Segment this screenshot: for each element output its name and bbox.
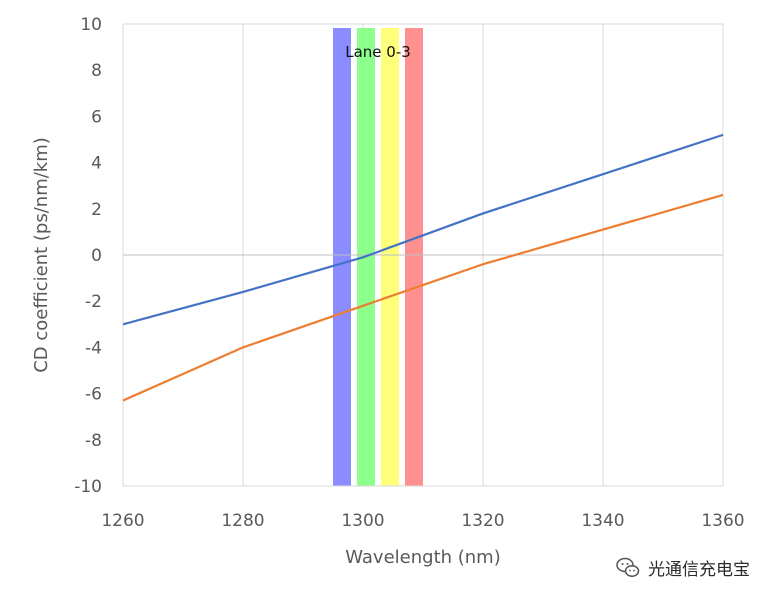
- watermark: 光通信充电宝: [616, 555, 750, 580]
- lane-band-2: [381, 28, 399, 486]
- y-tick-label: 4: [91, 154, 102, 174]
- y-tick-label: -4: [85, 338, 102, 358]
- y-tick-label: 10: [80, 15, 102, 35]
- series-lines: [122, 133, 724, 402]
- x-tick-label: 1320: [461, 511, 504, 531]
- x-tick-label: 1300: [341, 511, 384, 531]
- band-label: Lane 0-3: [345, 43, 411, 61]
- y-axis-title: CD coefficient (ps/nm/km): [31, 137, 52, 373]
- y-tick-label: 2: [91, 200, 102, 220]
- y-tick-label: -2: [85, 292, 102, 312]
- y-tick-label: 8: [91, 61, 102, 81]
- watermark-text: 光通信充电宝: [648, 560, 750, 580]
- x-axis-title: Wavelength (nm): [345, 547, 501, 568]
- y-tick-label: -6: [85, 385, 102, 405]
- tick-labels: 1260 1280 1300 1320 1340 1360 -10 -8 -6 -4 -2 0 2 4 6 8…: [74, 15, 744, 531]
- y-tick-label: -8: [85, 431, 102, 451]
- x-tick-label: 1260: [101, 511, 144, 531]
- y-tick-label: -10: [74, 477, 102, 497]
- lane-bands: [333, 28, 423, 486]
- lane-band-0: [333, 28, 351, 486]
- lane-band-3: [405, 28, 423, 486]
- x-tick-label: 1280: [221, 511, 264, 531]
- series-line-1: [122, 193, 724, 402]
- y-tick-label: 6: [91, 107, 102, 127]
- x-tick-label: 1360: [701, 511, 744, 531]
- plot-frame: [122, 23, 724, 487]
- y-tick-label: 0: [91, 246, 102, 266]
- x-tick-label: 1340: [581, 511, 624, 531]
- wechat-icon: [616, 557, 640, 577]
- series-line-0: [122, 133, 724, 326]
